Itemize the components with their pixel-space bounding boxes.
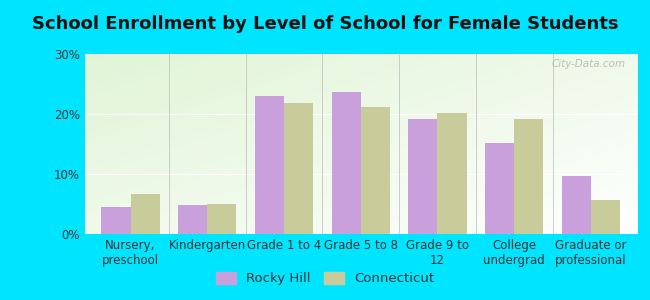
- Bar: [514, 119, 543, 234]
- Bar: [485, 143, 514, 234]
- Text: School Enrollment by Level of School for Female Students: School Enrollment by Level of School for…: [32, 15, 618, 33]
- Bar: [255, 96, 284, 234]
- Text: City-Data.com: City-Data.com: [552, 59, 626, 69]
- Bar: [332, 92, 361, 234]
- Legend: Rocky Hill, Connecticut: Rocky Hill, Connecticut: [211, 266, 439, 290]
- Bar: [591, 200, 620, 234]
- Bar: [131, 194, 160, 234]
- Bar: [207, 204, 237, 234]
- Bar: [437, 113, 467, 234]
- Bar: [408, 119, 437, 234]
- Bar: [284, 103, 313, 234]
- Bar: [101, 207, 131, 234]
- Bar: [178, 205, 207, 234]
- Bar: [361, 107, 390, 234]
- Bar: [562, 176, 591, 234]
